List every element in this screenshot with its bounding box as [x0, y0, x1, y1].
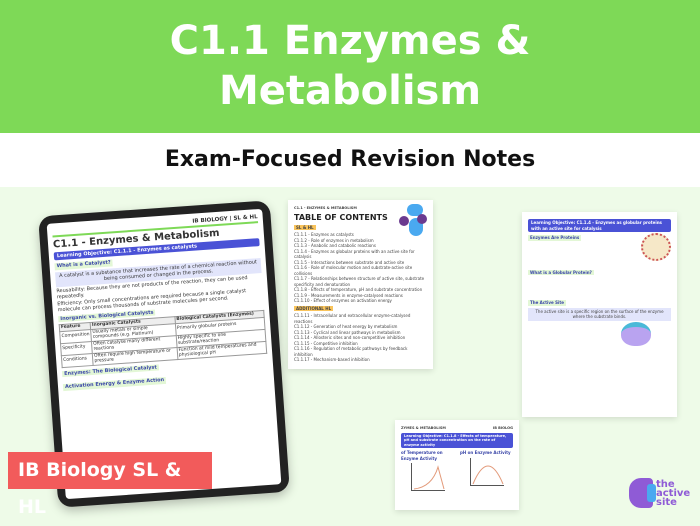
definition-box: The active site is a specific region on … [528, 307, 671, 321]
ph-graph [469, 457, 504, 486]
toc-title: TABLE OF CONTENTS [294, 212, 388, 222]
section-heading: Enzymes Are Proteins [528, 235, 582, 241]
doc-tag: C1.1 - ENZYMES & METABOLISM [294, 206, 357, 210]
objective-bar: Learning Objective: C1.1.8 - Effects of … [401, 432, 513, 448]
enzyme-diagram [621, 321, 651, 346]
subtitle: Exam-Focused Revision Notes [0, 133, 700, 187]
objective-bar: Learning Objective: C1.1.4 - Enzymes as … [528, 219, 671, 232]
hl-label: ADDITIONAL HL [294, 305, 334, 311]
toc-item: C1.1.6 - Role of molecular motion and su… [294, 265, 413, 276]
doc-table-of-contents: C1.1 - ENZYMES & METABOLISM TABLE OF CON… [288, 200, 433, 369]
doc-tag-right: IB BIOLOG [492, 426, 513, 430]
toc-item: C1.1.10 - Effect of enzymes on activatio… [294, 298, 392, 303]
logo-text: active [656, 487, 691, 499]
toc-item: C1.1.2 - Role of enzymes in metabolism [294, 237, 374, 243]
brand-logo: the active site [629, 478, 690, 508]
toc-item: C1.1.5 - Interactions between substrate … [294, 259, 405, 265]
toc-item: C1.1.3 - Anabolic and catabolic reaction… [294, 243, 376, 248]
section-heading: of Temperature on Enzyme Activity [401, 450, 443, 461]
sl-label: SL & HL [294, 224, 316, 230]
title-line-2: Metabolism [218, 68, 482, 114]
temperature-graph [410, 463, 445, 491]
title-banner: C1.1 Enzymes & Metabolism [0, 0, 700, 133]
doc-temperature: ZYMES & METABOLISM IB BIOLOG Learning Obj… [395, 420, 519, 510]
logo-icon [629, 478, 656, 508]
logo-text: site [656, 496, 677, 508]
toc-item: C1.1.15 - Competitive inhibition [294, 340, 358, 346]
toc-item: C1.1.8 - Effects of temperature, pH and … [294, 287, 423, 292]
section-heading: pH on Enzyme Activity [460, 450, 511, 455]
level-badge: IB Biology SL & HL [8, 452, 212, 518]
toc-item: C1.1.16 - Regulation of metabolic pathwa… [294, 346, 408, 357]
toc-item: C1.1.17 - Mechanism-based inhibition [294, 357, 370, 362]
table-cell: Conditions [61, 352, 94, 368]
blob-decoration-icon [399, 204, 427, 238]
toc-item: C1.1.4 - Enzymes as globular proteins wi… [294, 248, 415, 260]
toc-item: C1.1.13 - Cyclical and linear pathways i… [294, 329, 401, 335]
section-heading: The Active Site [528, 300, 567, 306]
toc-item: C1.1.1 - Enzymes as catalysts [294, 232, 354, 237]
toc-item: C1.1.7 - Relationships between structure… [294, 276, 425, 287]
title-line-1: C1.1 Enzymes & [169, 18, 531, 64]
toc-item: C1.1.11 - Intracellular and extracellula… [294, 313, 411, 324]
section-heading: What is a Globular Protein? [528, 269, 594, 275]
logo-text: the [656, 478, 675, 490]
toc-item: C1.1.12 - Generation of heat energy by m… [294, 324, 398, 329]
protein-image [641, 233, 671, 261]
doc-tag: ZYMES & METABOLISM [401, 426, 446, 430]
toc-item: C1.1.9 - Measurements in enzyme-catalyse… [294, 292, 403, 298]
toc-item: C1.1.14 - Allosteric sites and non-compe… [294, 335, 406, 340]
doc-active-site: Learning Objective: C1.1.4 - Enzymes as … [522, 212, 677, 417]
